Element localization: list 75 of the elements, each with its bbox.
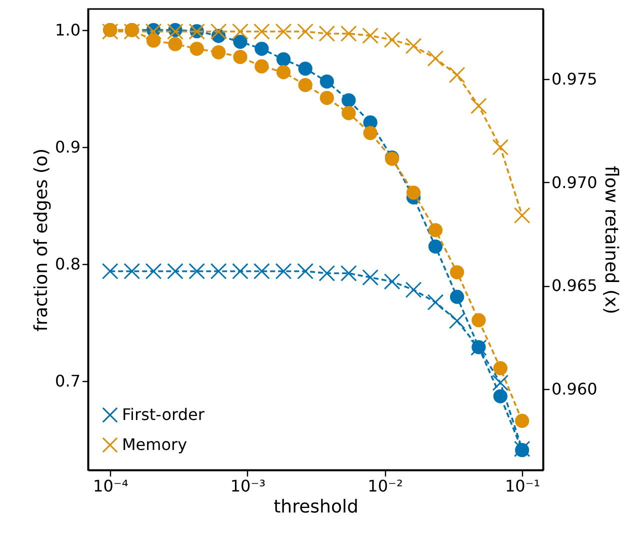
point bbox=[428, 223, 443, 238]
point bbox=[340, 25, 357, 42]
point bbox=[232, 23, 248, 40]
point bbox=[405, 282, 422, 298]
point bbox=[275, 23, 292, 40]
point bbox=[254, 59, 269, 74]
y2-tick-label: 0.970 bbox=[552, 172, 598, 192]
point bbox=[406, 186, 421, 200]
point bbox=[210, 263, 227, 280]
legend-label: First-order bbox=[122, 405, 205, 424]
point bbox=[384, 273, 400, 290]
point bbox=[254, 42, 269, 56]
point bbox=[211, 45, 226, 60]
point bbox=[276, 52, 291, 66]
y2-axis-title: flow retained (x) bbox=[600, 166, 622, 314]
point bbox=[427, 294, 444, 310]
x-tick-label: 10⁻³ bbox=[230, 476, 266, 496]
point bbox=[167, 263, 184, 280]
point bbox=[233, 34, 248, 49]
point bbox=[493, 361, 508, 376]
x-tick-label: 10⁻¹ bbox=[504, 476, 540, 496]
point bbox=[124, 263, 140, 280]
point bbox=[384, 32, 400, 48]
y2-tick-label: 0.975 bbox=[552, 70, 598, 89]
point bbox=[472, 313, 486, 328]
point bbox=[340, 265, 357, 282]
point bbox=[363, 126, 378, 140]
y-axis-title: fraction of edges (o) bbox=[31, 148, 52, 332]
point bbox=[254, 263, 270, 280]
point bbox=[276, 65, 291, 80]
point bbox=[320, 74, 334, 89]
y-tick-label: 1.0 bbox=[55, 20, 80, 40]
point bbox=[428, 239, 443, 254]
point bbox=[297, 263, 314, 280]
point bbox=[448, 312, 466, 329]
point bbox=[405, 38, 422, 54]
point bbox=[450, 265, 464, 280]
point bbox=[188, 263, 206, 280]
point bbox=[190, 42, 204, 56]
y2-tick-label: 0.960 bbox=[552, 380, 598, 398]
point bbox=[515, 414, 530, 428]
point bbox=[275, 263, 292, 280]
point bbox=[448, 66, 466, 84]
x-axis-title: threshold bbox=[274, 496, 358, 518]
y2-tick-label: 0.965 bbox=[552, 276, 598, 296]
point bbox=[427, 50, 444, 67]
point bbox=[342, 93, 356, 108]
point bbox=[492, 139, 509, 156]
x-tick-label: 10⁻² bbox=[368, 476, 403, 496]
point bbox=[102, 263, 118, 280]
point bbox=[254, 23, 270, 40]
point bbox=[450, 290, 464, 304]
point bbox=[320, 90, 334, 105]
point bbox=[492, 374, 509, 391]
point bbox=[362, 27, 378, 44]
point bbox=[168, 37, 182, 52]
point bbox=[318, 25, 336, 42]
x-tick-label: 10⁻⁴ bbox=[93, 476, 128, 496]
point bbox=[233, 50, 248, 64]
point bbox=[318, 265, 336, 282]
point bbox=[514, 207, 530, 224]
legend-label: Memory bbox=[122, 435, 188, 454]
point bbox=[470, 98, 487, 114]
point bbox=[362, 269, 378, 286]
point bbox=[297, 23, 314, 40]
y-tick-label: 0.9 bbox=[55, 138, 80, 157]
y-tick-label: 0.7 bbox=[55, 372, 80, 391]
point bbox=[210, 23, 227, 40]
point bbox=[493, 389, 508, 404]
point bbox=[232, 263, 248, 280]
y-tick-label: 0.8 bbox=[55, 254, 80, 274]
point bbox=[342, 106, 356, 120]
point bbox=[145, 263, 162, 280]
point bbox=[298, 62, 312, 76]
point bbox=[298, 78, 312, 92]
